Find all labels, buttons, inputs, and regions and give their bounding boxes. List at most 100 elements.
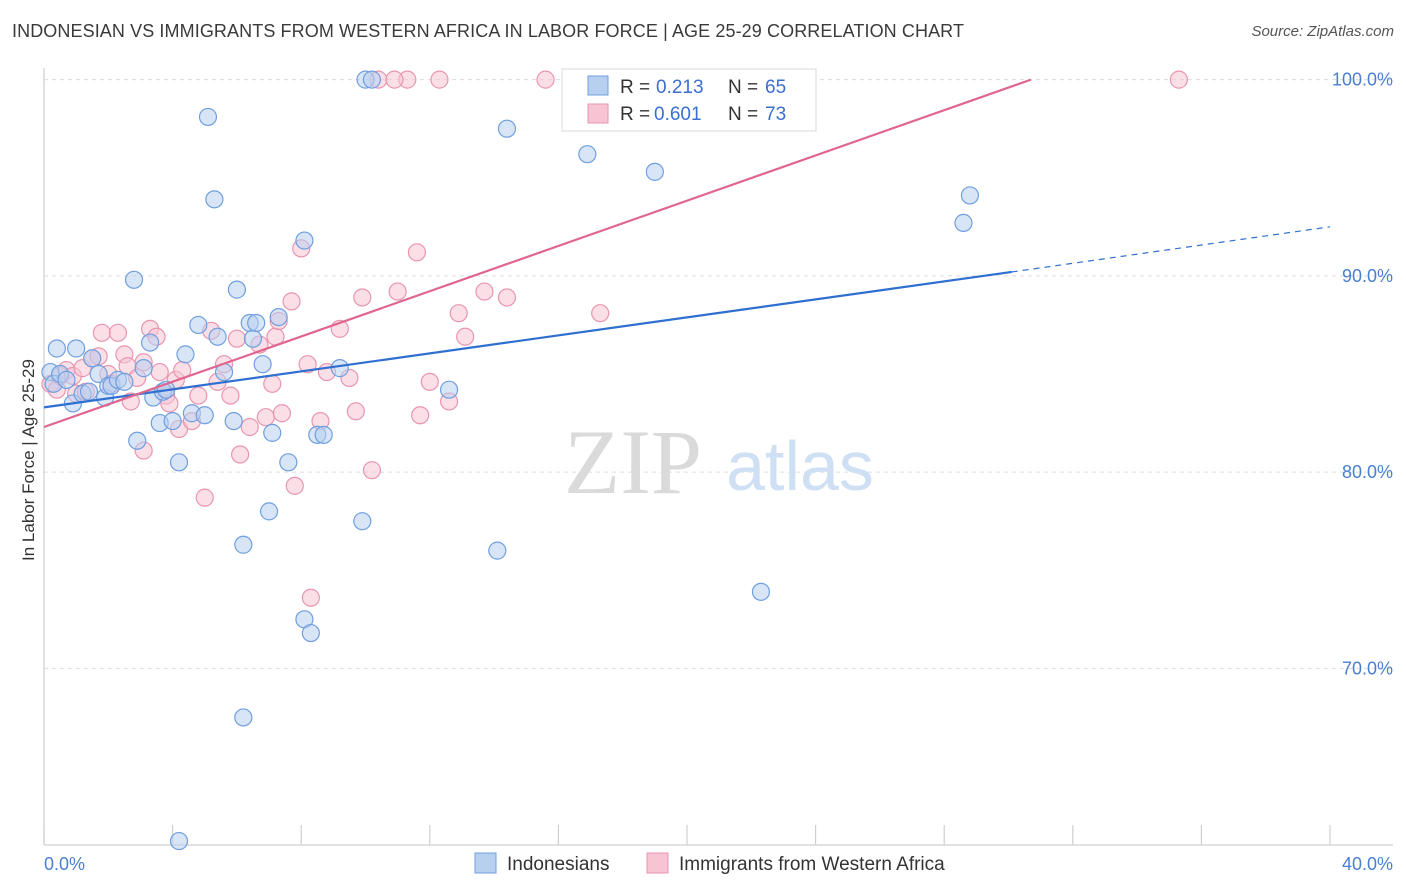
western-africa-point	[227, 329, 246, 348]
x-tick-label: 0.0%	[44, 854, 85, 874]
indonesian-point	[751, 582, 771, 601]
indonesian-point	[134, 359, 153, 378]
indonesian-point	[205, 190, 224, 209]
indonesian-point	[497, 119, 517, 138]
western-africa-point	[536, 70, 555, 89]
legend-r-label-1: R =	[620, 77, 650, 98]
legend-r-value-2: 0.601	[654, 104, 702, 125]
indonesian-point	[234, 708, 253, 727]
indonesian-point	[295, 231, 314, 250]
indonesian-point	[124, 270, 144, 289]
watermark-atlas: atlas	[726, 427, 874, 505]
western-africa-point	[385, 70, 404, 89]
indonesian-point	[960, 186, 980, 205]
series-legend: Indonesians Immigrants from Western Afri…	[474, 852, 945, 875]
x-tick-label: 40.0%	[1342, 854, 1393, 874]
indonesian-point	[259, 502, 279, 521]
indonesian-point	[301, 623, 320, 643]
watermark-zip: ZIP	[564, 411, 702, 513]
indonesian-point	[140, 333, 160, 352]
legend-n-value-1: 65	[765, 77, 786, 98]
indonesian-point	[208, 327, 227, 346]
indonesian-point	[195, 406, 214, 425]
western-africa-point	[301, 588, 320, 607]
western-africa-point	[195, 488, 214, 507]
indonesian-point	[243, 329, 263, 348]
western-africa-point	[298, 355, 317, 374]
indonesian-point	[176, 345, 195, 364]
western-africa-point	[430, 70, 449, 89]
indonesian-point	[67, 339, 86, 358]
western-africa-point	[272, 404, 292, 423]
western-africa-point	[189, 386, 208, 405]
source-credit: Source: ZipAtlas.com	[1251, 23, 1394, 40]
legend-r-label-2: R =	[620, 104, 650, 125]
western-africa-point	[353, 288, 372, 307]
indonesian-point	[247, 313, 266, 333]
indonesian-point	[83, 349, 102, 368]
western-africa-point	[456, 327, 475, 346]
watermark: ZIP atlas	[564, 411, 874, 513]
indonesian-point	[362, 70, 382, 89]
indonesian-point	[269, 307, 288, 327]
legend-n-label-1: N =	[728, 77, 758, 98]
indonesian-point	[578, 145, 597, 164]
western-africa-point	[407, 243, 427, 262]
indonesian-point	[47, 339, 66, 358]
axes	[43, 68, 1393, 846]
bottom-legend-label-blue: Indonesians	[507, 854, 609, 875]
indonesian-point	[439, 380, 459, 399]
western-africa-point	[150, 362, 169, 382]
legend-n-value-2: 73	[765, 104, 786, 125]
indonesian-point	[488, 541, 507, 560]
y-tick-label: 90.0%	[1342, 266, 1393, 286]
y-axis-label: In Labor Force | Age 25-29	[19, 359, 38, 561]
indonesian-point	[79, 382, 99, 401]
western-africa-point	[285, 476, 304, 495]
indonesian-point	[234, 535, 253, 554]
trend-line-indonesians-extension	[1011, 226, 1331, 273]
western-africa-point	[449, 304, 468, 323]
indonesian-point	[57, 370, 76, 389]
indonesian-point	[169, 831, 189, 851]
indonesian-point	[224, 412, 243, 431]
western-africa-point	[221, 386, 240, 405]
bottom-legend-swatch-blue	[474, 852, 497, 874]
trend-lines	[43, 78, 1331, 429]
indonesian-point	[89, 364, 108, 384]
y-tick-label: 100.0%	[1332, 70, 1393, 90]
western-africa-point	[346, 402, 365, 421]
y-tick-label: 80.0%	[1342, 462, 1393, 482]
western-africa-point	[263, 374, 282, 393]
indonesian-point	[198, 107, 218, 127]
grid-lines	[44, 79, 1393, 669]
western-africa-point	[231, 445, 250, 464]
western-africa-point	[1169, 70, 1188, 89]
indonesian-point	[227, 280, 246, 299]
western-africa-point	[497, 288, 517, 307]
western-africa-point	[108, 323, 128, 342]
indonesian-point	[253, 355, 272, 374]
indonesian-point	[314, 425, 333, 444]
legend-r-value-1: 0.213	[656, 77, 704, 98]
trend-line-indonesians	[43, 270, 1012, 409]
indonesian-point	[645, 162, 664, 181]
western-africa-point	[411, 406, 430, 425]
bottom-legend-label-pink: Immigrants from Western Africa	[679, 854, 945, 875]
western-africa-point	[420, 372, 439, 391]
western-africa-point	[362, 461, 382, 480]
legend-swatch-pink	[587, 103, 609, 124]
indonesian-point	[263, 423, 282, 442]
western-africa-point	[282, 292, 301, 311]
indonesian-point	[279, 453, 298, 472]
legend-n-label-2: N =	[728, 104, 758, 125]
tick-labels: 100.0% 90.0% 80.0% 70.0% 0.0% 40.0%	[44, 70, 1393, 874]
western-africa-point	[475, 282, 494, 301]
indonesian-point	[954, 213, 973, 232]
western-africa-point	[591, 304, 610, 323]
trend-line-western-africa	[43, 78, 1032, 429]
indonesian-point	[128, 431, 147, 450]
western-africa-point	[240, 417, 259, 437]
bottom-legend-swatch-pink	[646, 852, 669, 874]
